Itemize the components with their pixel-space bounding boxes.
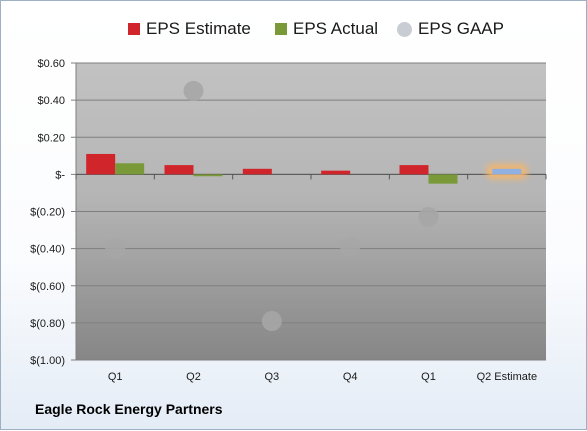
point-eps-gaap	[261, 311, 282, 332]
x-tick-label: Q2 Estimate	[477, 371, 538, 383]
bar-highlight	[492, 168, 522, 175]
legend-item-eps-gaap: EPS GAAP	[397, 17, 504, 41]
company-name: Eagle Rock Energy Partners	[35, 401, 223, 417]
bar-eps-actual	[193, 174, 223, 177]
point-eps-gaap	[183, 80, 204, 101]
legend-label-gaap: EPS GAAP	[418, 19, 504, 38]
x-tick-label: Q1	[108, 371, 123, 383]
legend-swatch-estimate	[128, 23, 140, 35]
bar-eps-estimate	[321, 170, 351, 175]
bar-eps-estimate	[86, 153, 116, 175]
point-eps-gaap	[418, 207, 439, 228]
x-tick-label: Q4	[343, 371, 358, 383]
point-eps-gaap	[340, 236, 361, 257]
y-tick-label: $0.60	[37, 58, 65, 70]
legend-label-estimate: EPS Estimate	[146, 19, 251, 38]
y-tick-label: $(1.00)	[30, 355, 65, 367]
x-tick-label: Q2	[186, 371, 201, 383]
y-tick-label: $(0.60)	[30, 281, 65, 293]
y-tick-label: $(0.40)	[30, 244, 65, 256]
legend-label-actual: EPS Actual	[293, 19, 379, 38]
x-tick-label: Q3	[264, 371, 279, 383]
y-tick-label: $0.20	[37, 132, 65, 144]
point-eps-gaap	[105, 238, 126, 259]
legend-swatch-actual	[275, 23, 287, 35]
bar-eps-estimate	[399, 165, 429, 175]
y-tick-label: $(0.20)	[30, 207, 65, 219]
legend-item-eps-estimate: EPS Estimate	[128, 17, 251, 41]
bar-eps-estimate	[164, 165, 194, 175]
bar-eps-actual	[115, 163, 145, 175]
chart-legend: EPS Estimate EPS Actual EPS GAAP	[1, 1, 587, 51]
bar-eps-actual	[428, 174, 458, 184]
bar-eps-estimate	[242, 168, 272, 175]
y-tick-label: $(0.80)	[30, 318, 65, 330]
y-tick-label: $-	[55, 169, 65, 181]
y-tick-label: $0.40	[37, 95, 65, 107]
legend-item-eps-actual: EPS Actual	[275, 17, 378, 41]
legend-swatch-gaap	[397, 21, 412, 37]
x-tick-label: Q1	[421, 371, 436, 383]
